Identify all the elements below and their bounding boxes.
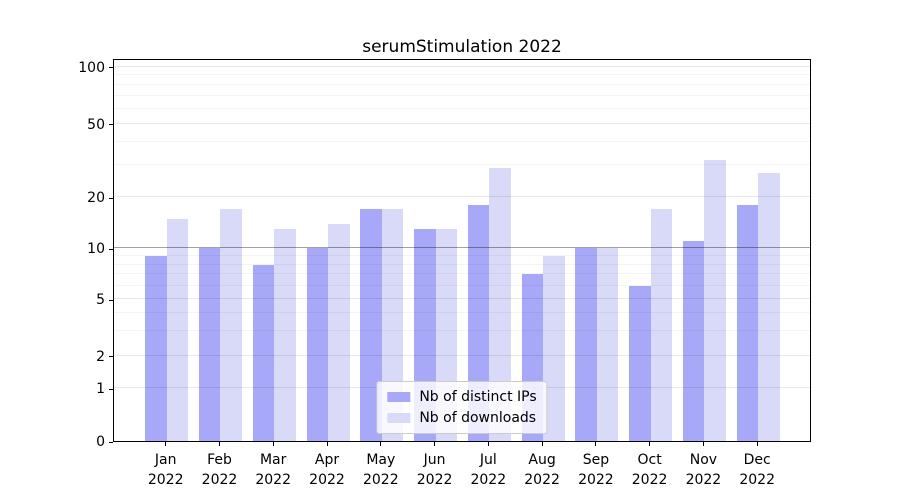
bar-oct-distinct-ips xyxy=(629,285,651,441)
gridline-minor-40 xyxy=(114,140,810,142)
y-tick-mark-50 xyxy=(109,124,113,126)
y-tick-mark-1 xyxy=(109,388,113,390)
y-tick-label-5: 5 xyxy=(96,292,105,308)
legend-swatch-distinct-ips xyxy=(387,392,411,402)
y-tick-mark-20 xyxy=(109,197,113,199)
x-tick-mark-dec xyxy=(756,442,758,446)
bar-jan-downloads xyxy=(166,218,189,441)
x-tick-mark-aug xyxy=(541,442,543,446)
gridline-minor-4 xyxy=(114,311,810,313)
bar-sep-distinct-ips xyxy=(575,248,597,441)
bar-dec-downloads xyxy=(758,173,780,441)
bar-nov-downloads xyxy=(704,159,726,441)
x-tick-mark-jul xyxy=(487,442,489,446)
gridline-minor-7 xyxy=(114,273,810,275)
y-tick-label-0: 0 xyxy=(96,434,105,450)
legend-swatch-downloads xyxy=(387,413,411,423)
bar-feb-downloads xyxy=(220,209,242,441)
x-tick-label-sep: Sep 2022 xyxy=(578,452,614,488)
bar-aug-downloads xyxy=(543,256,565,441)
x-tick-mark-jun xyxy=(434,442,436,446)
x-tick-label-mar: Mar 2022 xyxy=(255,452,291,488)
gridline-minor-30 xyxy=(114,163,810,165)
bar-dec-distinct-ips xyxy=(736,205,759,441)
x-tick-mark-oct xyxy=(649,442,651,446)
legend: Nb of distinct IPs Nb of downloads xyxy=(376,381,548,434)
bar-oct-downloads xyxy=(650,209,673,441)
bar-mar-distinct-ips xyxy=(252,264,275,441)
gridline-major-10 xyxy=(114,247,810,249)
bar-apr-distinct-ips xyxy=(306,248,328,441)
gridline-minor-70 xyxy=(114,95,810,97)
gridline-major-5 xyxy=(114,298,810,299)
legend-item-distinct-ips: Nb of distinct IPs xyxy=(387,389,537,405)
legend-label-downloads: Nb of downloads xyxy=(419,410,537,426)
bar-feb-distinct-ips xyxy=(198,248,221,441)
y-tick-label-100: 100 xyxy=(78,59,105,76)
y-tick-label-10: 10 xyxy=(87,241,105,258)
x-tick-mark-nov xyxy=(702,442,704,446)
bar-sep-downloads xyxy=(596,248,619,441)
y-tick-label-2: 2 xyxy=(96,348,105,365)
gridline-minor-8 xyxy=(114,263,810,265)
x-tick-label-dec: Dec 2022 xyxy=(739,452,775,488)
legend-label-distinct-ips: Nb of distinct IPs xyxy=(419,389,537,405)
bar-nov-distinct-ips xyxy=(682,241,705,441)
gridline-minor-80 xyxy=(114,84,810,86)
y-tick-label-20: 20 xyxy=(87,190,105,207)
y-tick-mark-10 xyxy=(109,248,113,250)
x-tick-mark-sep xyxy=(595,442,597,446)
x-tick-label-jan: Jan 2022 xyxy=(147,452,184,488)
bar-mar-downloads xyxy=(274,229,296,441)
legend-item-downloads: Nb of downloads xyxy=(387,410,536,426)
gridline-minor-9 xyxy=(114,255,810,256)
x-tick-mark-apr xyxy=(326,442,328,446)
gridline-major-100 xyxy=(114,65,810,67)
gridline-minor-3 xyxy=(114,329,810,331)
x-tick-label-apr: Apr 2022 xyxy=(309,452,345,488)
y-tick-label-1: 1 xyxy=(96,381,105,398)
bar-jan-distinct-ips xyxy=(145,256,167,441)
chart-title: serumStimulation 2022 xyxy=(362,37,562,57)
bar-apr-downloads xyxy=(328,223,350,441)
y-tick-label-50: 50 xyxy=(87,116,105,133)
y-tick-mark-5 xyxy=(109,299,113,301)
x-tick-label-oct: Oct 2022 xyxy=(631,452,668,488)
gridline-minor-60 xyxy=(114,107,810,109)
plot-area: Nb of distinct IPs Nb of downloads xyxy=(113,59,811,442)
gridline-major-20 xyxy=(114,196,810,198)
x-tick-mark-feb xyxy=(219,442,220,446)
gridline-minor-6 xyxy=(114,284,810,286)
x-tick-mark-jan xyxy=(165,442,167,446)
x-tick-label-feb: Feb 2022 xyxy=(201,452,238,488)
x-tick-label-may: May 2022 xyxy=(362,452,399,488)
y-tick-mark-100 xyxy=(109,67,113,69)
gridline-emphasis-10 xyxy=(114,247,810,249)
x-tick-label-aug: Aug 2022 xyxy=(524,452,560,488)
y-tick-mark-0 xyxy=(109,441,113,443)
x-tick-label-jun: Jun 2022 xyxy=(416,452,453,488)
bar-jul-downloads xyxy=(489,167,511,441)
x-tick-mark-mar xyxy=(272,442,274,446)
y-tick-mark-2 xyxy=(109,356,113,357)
x-tick-label-nov: Nov 2022 xyxy=(685,452,722,488)
gridline-major-2 xyxy=(114,354,810,356)
gridline-major-50 xyxy=(114,122,810,124)
x-tick-label-jul: Jul 2022 xyxy=(470,452,507,488)
x-tick-mark-may xyxy=(380,442,382,446)
gridline-minor-90 xyxy=(114,74,810,76)
